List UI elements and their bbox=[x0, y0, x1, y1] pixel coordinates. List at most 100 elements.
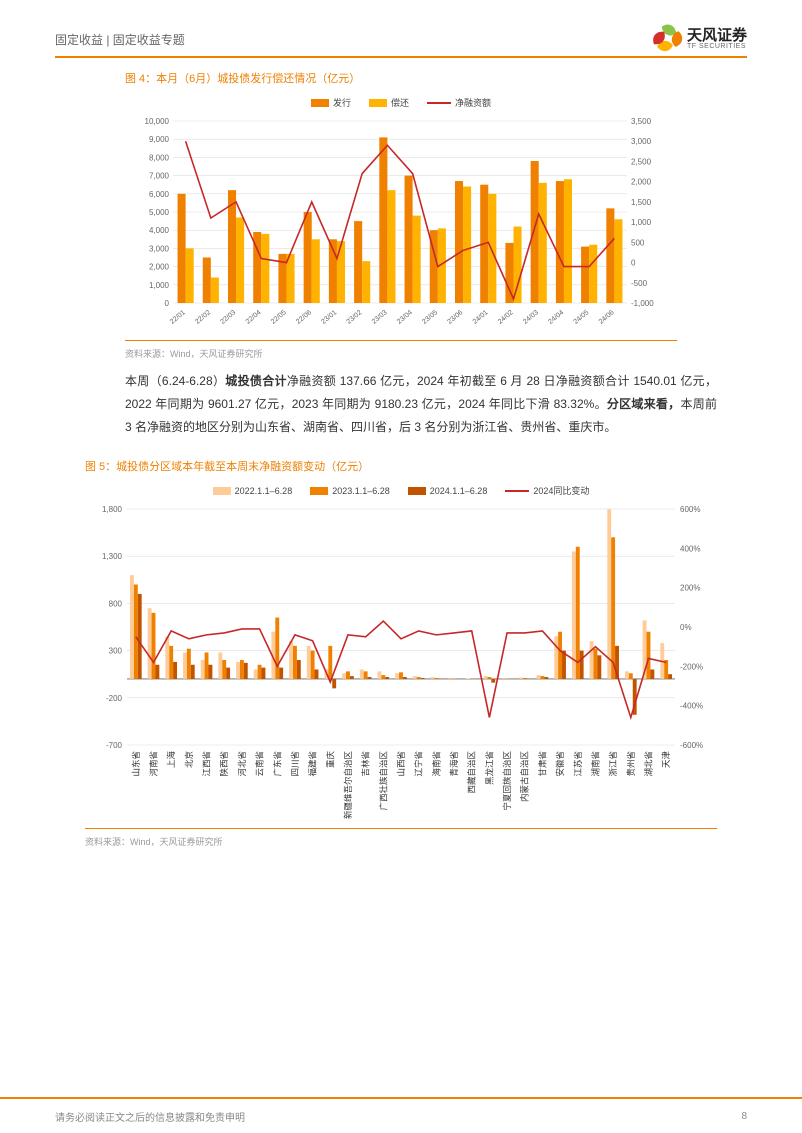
svg-text:24/03: 24/03 bbox=[522, 309, 540, 326]
svg-text:吉林省: 吉林省 bbox=[361, 751, 371, 777]
svg-text:24/05: 24/05 bbox=[573, 309, 591, 326]
svg-text:24/06: 24/06 bbox=[598, 309, 616, 326]
svg-text:9,000: 9,000 bbox=[149, 135, 170, 144]
svg-text:贵州省: 贵州省 bbox=[626, 751, 636, 777]
fig4-legend-2: 净融资额 bbox=[455, 96, 491, 109]
svg-text:湖北省: 湖北省 bbox=[643, 751, 653, 777]
svg-text:河北省: 河北省 bbox=[237, 751, 247, 777]
fig4-legend: 发行 偿还 净融资额 bbox=[125, 92, 677, 115]
svg-text:-200: -200 bbox=[106, 694, 123, 703]
fig5-source: 资料来源：Wind，天风证券研究所 bbox=[85, 837, 223, 847]
svg-text:23/06: 23/06 bbox=[446, 309, 464, 326]
svg-text:青海省: 青海省 bbox=[449, 751, 459, 777]
svg-text:-700: -700 bbox=[106, 741, 123, 750]
svg-text:陕西省: 陕西省 bbox=[219, 751, 229, 777]
svg-text:3,500: 3,500 bbox=[631, 117, 652, 126]
svg-text:600%: 600% bbox=[680, 505, 700, 514]
page-header: 固定收益 | 固定收益专题 天风证券 TF SECURITIES bbox=[55, 0, 747, 58]
svg-text:-400%: -400% bbox=[680, 702, 703, 711]
svg-text:0%: 0% bbox=[680, 623, 692, 632]
svg-text:23/04: 23/04 bbox=[396, 309, 414, 326]
svg-text:200%: 200% bbox=[680, 584, 700, 593]
svg-text:浙江省: 浙江省 bbox=[608, 751, 618, 777]
svg-text:西藏自治区: 西藏自治区 bbox=[467, 751, 477, 794]
svg-text:四川省: 四川省 bbox=[290, 751, 300, 777]
svg-text:河南省: 河南省 bbox=[149, 751, 159, 777]
svg-text:云南省: 云南省 bbox=[255, 751, 265, 777]
svg-text:2,500: 2,500 bbox=[631, 157, 652, 166]
svg-text:上海: 上海 bbox=[166, 751, 176, 769]
svg-text:-1,000: -1,000 bbox=[631, 299, 654, 308]
page-number: 8 bbox=[741, 1111, 747, 1122]
svg-text:22/03: 22/03 bbox=[219, 309, 237, 326]
svg-text:-600%: -600% bbox=[680, 741, 703, 750]
fig4-title: 图 4：本月（6月）城投债发行偿还情况（亿元） bbox=[55, 58, 747, 92]
svg-text:23/03: 23/03 bbox=[371, 309, 389, 326]
fig5-title: 图 5：城投债分区域本年截至本周末净融资额变动（亿元） bbox=[55, 446, 747, 480]
fig5-legend-2: 2024.1.1–6.28 bbox=[430, 486, 488, 496]
fig5-legend: 2022.1.1–6.28 2023.1.1–6.28 2024.1.1–6.2… bbox=[85, 480, 717, 503]
svg-text:辽宁省: 辽宁省 bbox=[414, 751, 424, 777]
svg-text:广西壮族自治区: 广西壮族自治区 bbox=[378, 751, 388, 811]
svg-text:天津: 天津 bbox=[661, 751, 671, 769]
fig5-chart: 2022.1.1–6.28 2023.1.1–6.28 2024.1.1–6.2… bbox=[55, 480, 747, 828]
svg-text:-200%: -200% bbox=[680, 663, 703, 672]
fig5-svg: -700-2003008001,3001,800-600%-400%-200%0… bbox=[85, 503, 717, 823]
svg-text:22/02: 22/02 bbox=[194, 309, 212, 326]
svg-text:23/02: 23/02 bbox=[346, 309, 364, 326]
svg-text:内蒙古自治区: 内蒙古自治区 bbox=[520, 751, 530, 803]
svg-text:江西省: 江西省 bbox=[202, 751, 212, 777]
brand-name-en: TF SECURITIES bbox=[687, 43, 747, 50]
svg-text:400%: 400% bbox=[680, 545, 700, 554]
svg-text:22/06: 22/06 bbox=[295, 309, 313, 326]
svg-text:23/01: 23/01 bbox=[320, 309, 338, 326]
svg-text:广东省: 广东省 bbox=[272, 751, 282, 777]
svg-text:福建省: 福建省 bbox=[308, 751, 318, 777]
svg-text:3,000: 3,000 bbox=[149, 244, 170, 253]
svg-text:2,000: 2,000 bbox=[631, 178, 652, 187]
svg-text:22/04: 22/04 bbox=[245, 309, 263, 326]
svg-text:北京: 北京 bbox=[184, 751, 194, 768]
svg-text:5,000: 5,000 bbox=[149, 208, 170, 217]
logo-icon bbox=[653, 24, 683, 54]
svg-text:湖南省: 湖南省 bbox=[590, 751, 600, 777]
svg-text:安徽省: 安徽省 bbox=[555, 751, 565, 777]
brand-name: 天风证券 bbox=[687, 28, 747, 43]
svg-text:山东省: 山东省 bbox=[131, 751, 141, 777]
svg-text:0: 0 bbox=[165, 299, 170, 308]
fig4-svg: 01,0002,0003,0004,0005,0006,0007,0008,00… bbox=[125, 115, 675, 335]
svg-text:500: 500 bbox=[631, 238, 645, 247]
svg-text:新疆维吾尔自治区: 新疆维吾尔自治区 bbox=[343, 751, 353, 820]
header-left-text: 固定收益 | 固定收益专题 bbox=[55, 31, 185, 48]
brand-logo: 天风证券 TF SECURITIES bbox=[653, 24, 747, 54]
body-paragraph: 本周（6.24-6.28）城投债合计净融资额 137.66 亿元，2024 年初… bbox=[55, 362, 747, 446]
svg-text:江苏省: 江苏省 bbox=[573, 751, 583, 777]
fig5-legend-0: 2022.1.1–6.28 bbox=[235, 486, 293, 496]
svg-text:24/04: 24/04 bbox=[547, 309, 565, 326]
svg-text:2,000: 2,000 bbox=[149, 263, 170, 272]
svg-text:山西省: 山西省 bbox=[396, 751, 406, 777]
fig5-legend-1: 2023.1.1–6.28 bbox=[332, 486, 390, 496]
svg-text:1,000: 1,000 bbox=[631, 218, 652, 227]
svg-text:重庆: 重庆 bbox=[325, 751, 335, 769]
fig4-legend-0: 发行 bbox=[333, 96, 351, 109]
svg-text:1,000: 1,000 bbox=[149, 281, 170, 290]
svg-text:7,000: 7,000 bbox=[149, 172, 170, 181]
svg-text:-500: -500 bbox=[631, 279, 648, 288]
svg-text:黑龙江省: 黑龙江省 bbox=[484, 751, 494, 786]
svg-text:10,000: 10,000 bbox=[145, 117, 170, 126]
svg-text:3,000: 3,000 bbox=[631, 137, 652, 146]
fig4-legend-1: 偿还 bbox=[391, 96, 409, 109]
svg-text:800: 800 bbox=[109, 600, 123, 609]
svg-text:甘肃省: 甘肃省 bbox=[537, 751, 547, 777]
svg-text:4,000: 4,000 bbox=[149, 226, 170, 235]
svg-text:22/01: 22/01 bbox=[169, 309, 187, 326]
svg-text:0: 0 bbox=[631, 259, 636, 268]
svg-text:海南省: 海南省 bbox=[431, 751, 441, 777]
svg-text:23/05: 23/05 bbox=[421, 309, 439, 326]
fig4-chart: 发行 偿还 净融资额 0 1,000 2,000 3,000 4,000 5,000 6,0… bbox=[55, 92, 747, 340]
svg-text:6,000: 6,000 bbox=[149, 190, 170, 199]
fig4-source: 资料来源：Wind，天风证券研究所 bbox=[125, 349, 263, 359]
svg-text:1,800: 1,800 bbox=[102, 505, 123, 514]
svg-text:300: 300 bbox=[109, 647, 123, 656]
